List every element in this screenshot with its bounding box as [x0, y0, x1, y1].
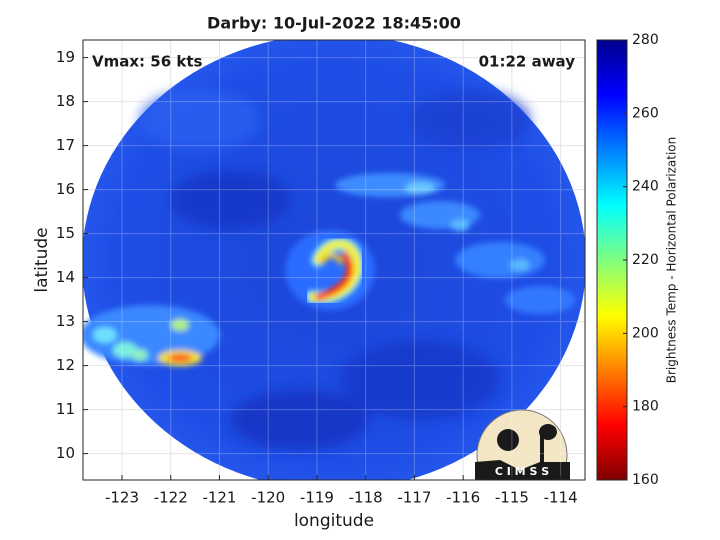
colorbar-tick-label: 160 — [632, 472, 659, 488]
plot-frame — [82, 39, 586, 481]
y-tick-label: 13 — [56, 312, 75, 330]
y-tick-label: 15 — [56, 224, 75, 242]
colorbar — [596, 39, 628, 481]
colorbar-tick-label: 240 — [632, 179, 659, 195]
time-annotation: 01:22 away — [479, 53, 576, 71]
x-tick-label: -119 — [300, 489, 334, 507]
x-tick-label: -114 — [544, 489, 578, 507]
y-tick-label: 10 — [56, 444, 75, 462]
x-tick-label: -121 — [202, 489, 236, 507]
colorbar-tick-label: 260 — [632, 105, 659, 121]
x-axis-label: longitude — [294, 511, 374, 531]
y-tick-label: 17 — [56, 136, 75, 154]
y-tick-label: 16 — [56, 180, 75, 198]
colorbar-tick-label: 200 — [632, 325, 659, 341]
colorbar-tick-label: 180 — [632, 399, 659, 415]
y-tick-label: 12 — [56, 356, 75, 374]
x-tick-label: -123 — [105, 489, 139, 507]
vmax-annotation: Vmax: 56 kts — [92, 53, 202, 71]
x-tick-label: -117 — [397, 489, 431, 507]
grid-overlay — [83, 40, 585, 480]
x-tick-label: -118 — [349, 489, 383, 507]
y-tick-label: 14 — [56, 268, 75, 286]
chart-title: Darby: 10-Jul-2022 18:45:00 — [207, 14, 461, 33]
colorbar-tick-label: 280 — [632, 32, 659, 48]
logo-text: C I M S S — [495, 465, 549, 478]
x-tick-label: -122 — [154, 489, 188, 507]
x-tick-label: -120 — [251, 489, 285, 507]
satellite-image: C I M S S — [83, 40, 585, 480]
colorbar-tick-label: 220 — [632, 252, 659, 268]
x-tick-label: -115 — [495, 489, 529, 507]
y-tick-label: 11 — [56, 400, 75, 418]
logo: C I M S S — [475, 409, 570, 480]
x-tick-label: -116 — [446, 489, 480, 507]
y-tick-label: 18 — [56, 92, 75, 110]
colorbar-label: Brightness Temp - Horizontal Polarizatio… — [665, 137, 679, 384]
y-tick-label: 19 — [56, 48, 75, 66]
y-axis-label: latitude — [32, 227, 52, 292]
